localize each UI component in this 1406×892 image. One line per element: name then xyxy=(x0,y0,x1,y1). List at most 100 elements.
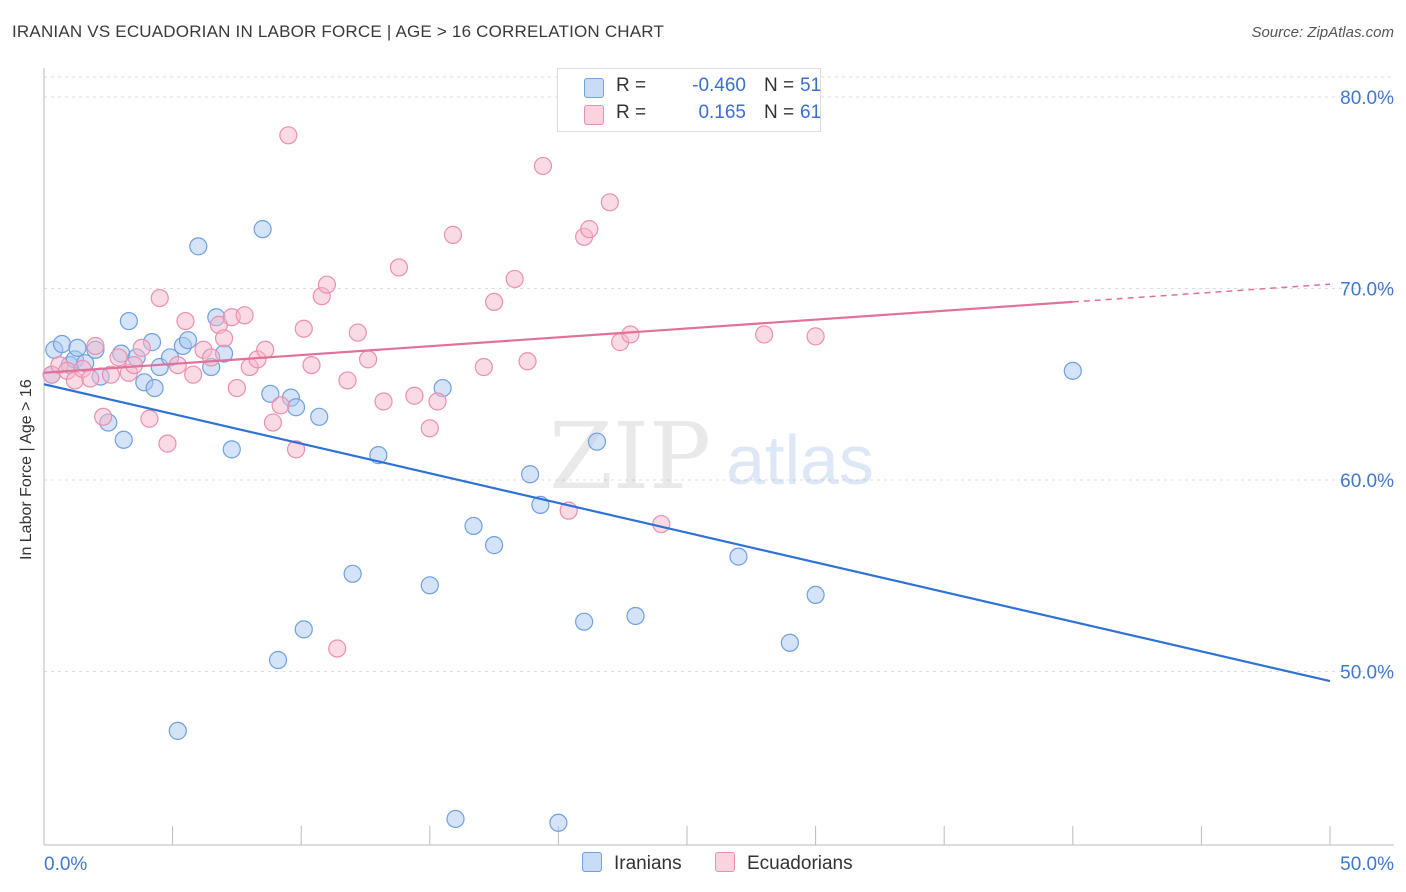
legend-r-value: -0.460 xyxy=(692,75,746,96)
data-point xyxy=(652,514,671,534)
data-point xyxy=(348,323,367,342)
data-point xyxy=(358,350,378,369)
y-tick-label: 50.0% xyxy=(1340,663,1394,684)
data-point xyxy=(1063,361,1082,380)
data-point xyxy=(464,516,483,536)
data-point xyxy=(755,325,774,344)
legend-item-iranians: Iranians xyxy=(582,852,682,875)
trend-line-ecuadorians-extension xyxy=(1072,283,1331,303)
data-point xyxy=(806,327,825,346)
legend-n-label: N = xyxy=(764,102,795,123)
legend-swatch-iranians xyxy=(582,852,602,872)
data-point xyxy=(729,547,748,566)
data-point xyxy=(420,576,439,595)
data-point xyxy=(268,650,288,670)
data-point xyxy=(600,193,619,212)
data-point xyxy=(294,620,313,639)
legend-item-ecuadorians: Ecuadorians xyxy=(715,852,853,875)
data-point xyxy=(485,536,504,555)
data-point xyxy=(626,606,645,626)
data-point xyxy=(202,348,221,367)
data-point xyxy=(68,338,87,357)
trend-lines xyxy=(43,283,1331,683)
data-point xyxy=(518,352,537,371)
correlation-legend: R = -0.460 N = 51 R = 0.165 N = 61 xyxy=(557,68,821,132)
watermark: ZIP atlas xyxy=(549,403,874,510)
legend-r-label: R = xyxy=(616,102,647,123)
data-point xyxy=(302,356,321,375)
data-point xyxy=(294,319,313,338)
data-point xyxy=(132,338,151,357)
data-point xyxy=(261,384,280,403)
y-axis-label: In Labor Force | Age > 16 xyxy=(18,379,35,560)
legend-n-label: N = xyxy=(764,75,795,96)
data-point xyxy=(428,392,447,411)
data-point xyxy=(521,465,540,484)
data-point xyxy=(184,365,203,384)
data-point xyxy=(443,225,463,244)
data-point xyxy=(222,440,241,459)
y-tick-label: 80.0% xyxy=(1340,88,1394,109)
data-point xyxy=(580,220,599,239)
data-point xyxy=(338,371,357,390)
data-point xyxy=(119,311,138,331)
data-point xyxy=(158,434,177,453)
legend-n-value: 51 xyxy=(800,75,822,96)
data-point xyxy=(549,813,568,832)
data-point xyxy=(389,258,409,277)
axes xyxy=(43,68,1394,846)
data-point xyxy=(405,386,424,405)
legend-swatch-ecuadorians xyxy=(584,105,604,125)
data-point xyxy=(587,432,607,451)
data-point xyxy=(176,311,195,331)
data-point xyxy=(86,336,105,356)
data-point xyxy=(279,126,298,145)
trend-line-iranians xyxy=(43,383,1331,683)
data-point xyxy=(214,329,234,348)
legend-n-value: 61 xyxy=(800,102,822,123)
watermark-zip: ZIP xyxy=(549,403,711,510)
legend-r-value: 0.165 xyxy=(698,102,746,123)
data-point xyxy=(271,396,290,415)
data-point xyxy=(621,325,640,344)
watermark-atlas: atlas xyxy=(726,421,874,499)
data-point xyxy=(178,331,198,350)
y-tick-label: 60.0% xyxy=(1340,471,1394,492)
trend-line-ecuadorians xyxy=(43,300,1073,374)
data-point xyxy=(374,392,393,411)
data-point xyxy=(328,639,347,658)
data-point xyxy=(263,413,283,432)
data-point xyxy=(189,237,208,256)
data-point xyxy=(52,334,72,354)
source-credit: Source: ZipAtlas.com xyxy=(1251,24,1394,41)
data-point xyxy=(533,156,553,176)
legend-swatch-ecuadorians xyxy=(715,852,735,872)
data-point xyxy=(420,419,439,438)
data-point xyxy=(150,288,169,308)
data-point xyxy=(310,407,329,426)
data-point xyxy=(114,430,133,449)
data-point xyxy=(780,633,799,652)
tick-labels: 50.0% 60.0% 70.0% 80.0% 0.0% 50.0% xyxy=(44,88,1394,875)
data-point xyxy=(575,612,594,631)
data-point xyxy=(235,306,254,325)
legend-r-label: R = xyxy=(616,75,647,96)
legend-label-iranians: Iranians xyxy=(614,853,682,874)
data-point xyxy=(286,398,306,417)
x-tick-label: 0.0% xyxy=(44,854,87,875)
data-point xyxy=(505,269,524,289)
data-point xyxy=(343,564,362,583)
data-point xyxy=(109,348,128,367)
data-point xyxy=(94,407,113,426)
legend-label-ecuadorians: Ecuadorians xyxy=(747,853,853,874)
data-point xyxy=(145,378,164,398)
data-point xyxy=(101,365,120,384)
data-point xyxy=(485,292,504,312)
data-point xyxy=(253,220,272,239)
data-point xyxy=(474,357,493,377)
data-point xyxy=(168,356,187,375)
data-point xyxy=(168,721,187,740)
data-point xyxy=(286,440,306,459)
data-point xyxy=(256,340,275,359)
